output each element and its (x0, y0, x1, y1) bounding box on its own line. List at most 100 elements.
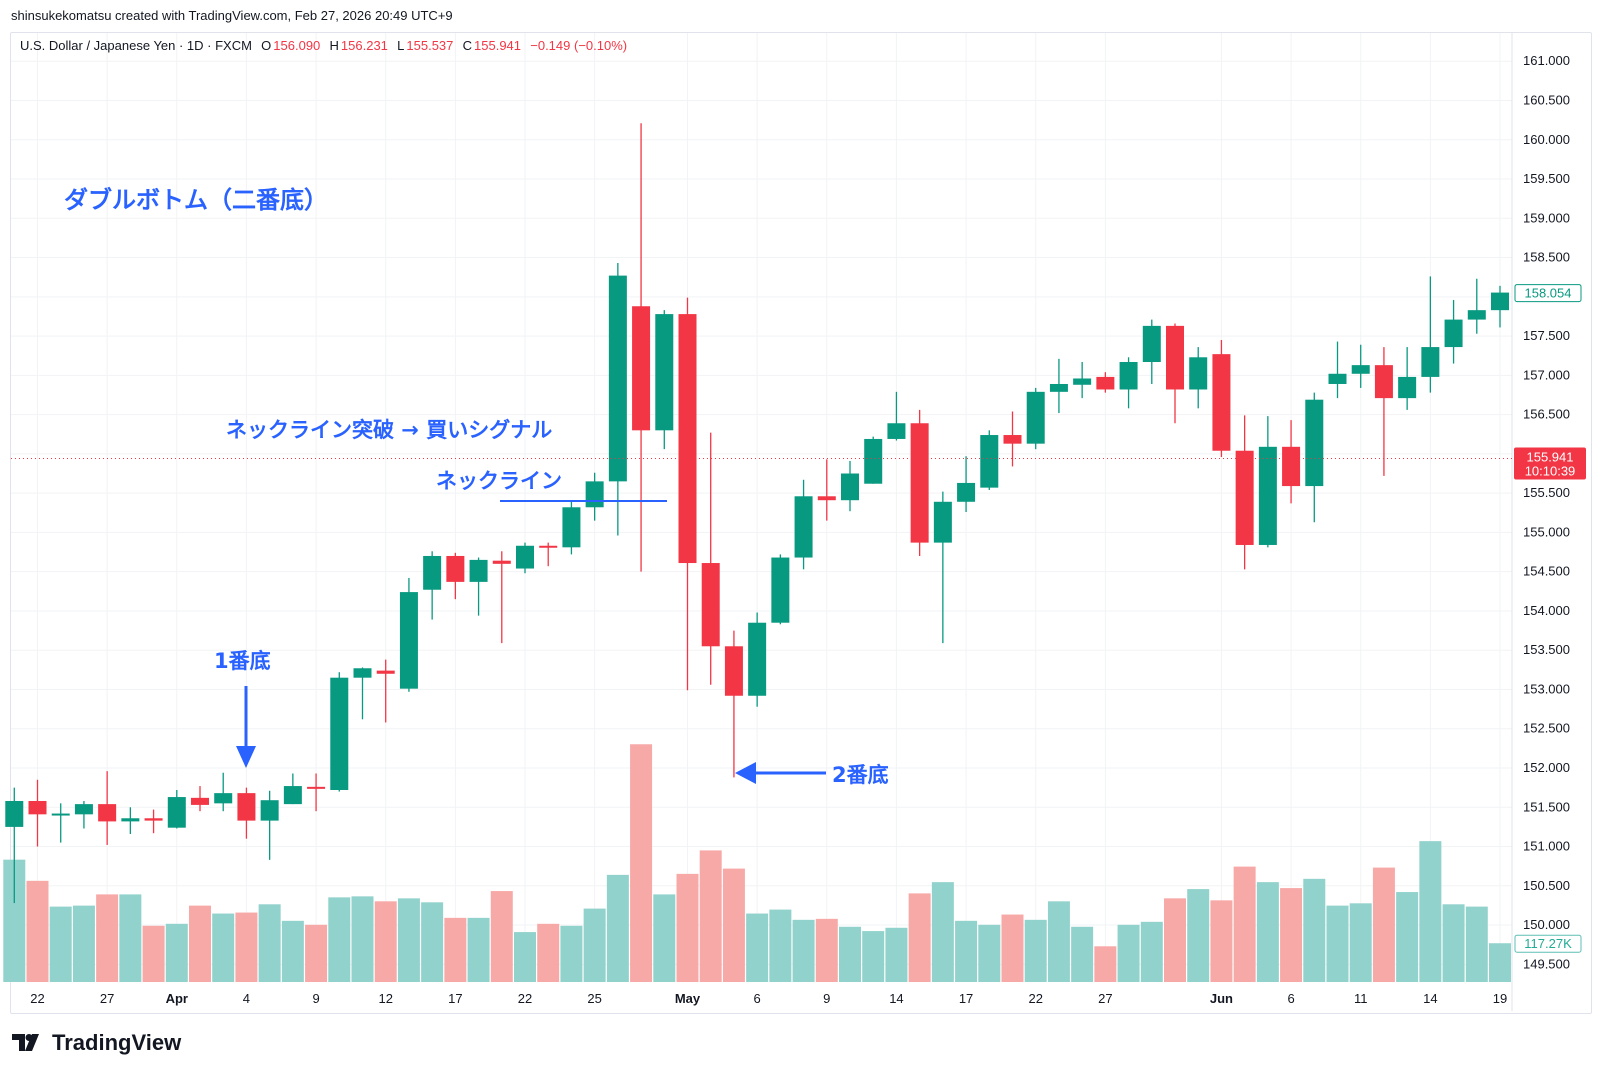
volume-bar (258, 904, 281, 982)
price-tick-label: 149.500 (1523, 956, 1570, 971)
candle-body (330, 677, 349, 790)
candle-body (1212, 354, 1231, 451)
first-bottom-annotation[interactable]: 1番底 (214, 649, 271, 673)
candle-body (399, 592, 418, 689)
candle-body (74, 804, 93, 815)
volume-bar (560, 925, 583, 982)
candle-body (1374, 365, 1393, 399)
price-tick-label: 153.500 (1523, 642, 1570, 657)
bar-countdown-label: 10:10:39 (1525, 464, 1576, 479)
volume-bar (839, 926, 861, 982)
logo-text: TradingView (52, 1030, 182, 1055)
volume-bar (397, 898, 420, 982)
candle-body (1444, 319, 1463, 348)
volume-bar (235, 912, 258, 982)
volume-bar (746, 913, 769, 982)
candle-body (1189, 357, 1208, 390)
candle-body (1235, 450, 1254, 545)
volume-bar (1280, 888, 1303, 982)
candle-body (237, 793, 256, 821)
volume-bar (351, 896, 374, 982)
candle-body (144, 818, 163, 821)
price-tick-label: 151.000 (1523, 839, 1570, 854)
volume-bar (583, 908, 606, 982)
first-bottom-arrow-head (236, 746, 256, 768)
candle-body (167, 797, 186, 828)
low-label: L (397, 38, 405, 53)
close-label: C (462, 38, 473, 53)
candle-body (98, 804, 117, 822)
candle-body (5, 800, 24, 827)
volume-bar (421, 902, 444, 982)
volume-bar (1210, 900, 1233, 982)
volume-bar (1372, 867, 1395, 982)
time-tick-label: Jun (1210, 991, 1233, 1006)
volume-bar (26, 880, 49, 982)
time-tick-label: 9 (823, 991, 830, 1006)
candle-body (1491, 292, 1509, 311)
volume-bar (281, 920, 304, 982)
candle-body (260, 800, 279, 821)
title-annotation[interactable]: ダブルボトム（二番底） (64, 186, 328, 214)
candle-body (353, 668, 372, 678)
volume-badge (1514, 934, 1582, 953)
candle-body (817, 496, 836, 501)
volume-bar (862, 931, 885, 982)
price-tick-label: 150.500 (1523, 878, 1570, 893)
candle-body (423, 555, 442, 590)
candle-body (469, 559, 488, 582)
time-tick-label: 27 (1098, 991, 1112, 1006)
candle-body (724, 646, 743, 696)
candle-body (841, 473, 859, 501)
price-tick-label: 155.500 (1523, 485, 1570, 500)
volume-bar (606, 874, 629, 982)
price-tick-label: 152.000 (1523, 760, 1570, 775)
candle-body (283, 786, 302, 805)
tradingview-logo[interactable]: TradingView (12, 1030, 181, 1056)
volume-bar (722, 868, 745, 982)
annotations-drawings (11, 458, 1512, 784)
time-tick-label: 22 (30, 991, 44, 1006)
candle-body (191, 797, 209, 805)
volume-bar (1465, 906, 1488, 982)
tradingview-logo-icon (12, 1034, 39, 1051)
price-tick-label: 152.500 (1523, 721, 1570, 736)
volume-bar (119, 894, 142, 982)
volume-bar (630, 744, 653, 982)
volume-bar (1140, 921, 1163, 982)
price-axis: 161.000 160.500 160.000 159.500 159.000 158.5… (1511, 33, 1586, 1011)
last-price-badge (1514, 284, 1582, 303)
candle-body (678, 314, 697, 564)
volume-bar (537, 923, 560, 982)
price-tick-label: 155.000 (1523, 524, 1570, 539)
candle-body (1282, 446, 1301, 487)
candle-body (748, 622, 767, 696)
volume-bar (49, 906, 72, 982)
candle-body (771, 557, 790, 623)
chart-credit: shinsukekomatsu created with TradingView… (11, 8, 453, 23)
price-tick-label: 158.500 (1523, 250, 1570, 265)
price-tick-label: 151.500 (1523, 799, 1570, 814)
volume-bar (467, 917, 490, 982)
candle-body (539, 545, 558, 548)
open-label: O (261, 38, 272, 53)
price-tick-label: 161.000 (1523, 53, 1570, 68)
symbol-name[interactable]: U.S. Dollar / Japanese Yen · 1D · FXCM (20, 38, 252, 53)
candle-body (608, 275, 627, 482)
volume-bar (3, 859, 26, 982)
neckline-annotation[interactable]: ネックライン (436, 469, 562, 493)
volume-bar (955, 920, 978, 982)
volume-bar (1117, 924, 1140, 982)
symbol-legend[interactable]: U.S. Dollar / Japanese Yen · 1D · FXCM O… (20, 38, 629, 53)
volume-bar (444, 917, 467, 982)
breakout-annotation[interactable]: ネックライン突破 → 買いシグナル (226, 418, 553, 442)
price-tick-label: 159.500 (1523, 171, 1570, 186)
volume-bar (1047, 901, 1070, 982)
candle-body (980, 435, 999, 488)
price-tick-label: 160.500 (1523, 92, 1570, 107)
second-bottom-annotation[interactable]: 2番底 (832, 763, 889, 787)
volume-bar (212, 913, 235, 982)
candle-body (516, 545, 534, 569)
volume-bar (1349, 903, 1372, 982)
